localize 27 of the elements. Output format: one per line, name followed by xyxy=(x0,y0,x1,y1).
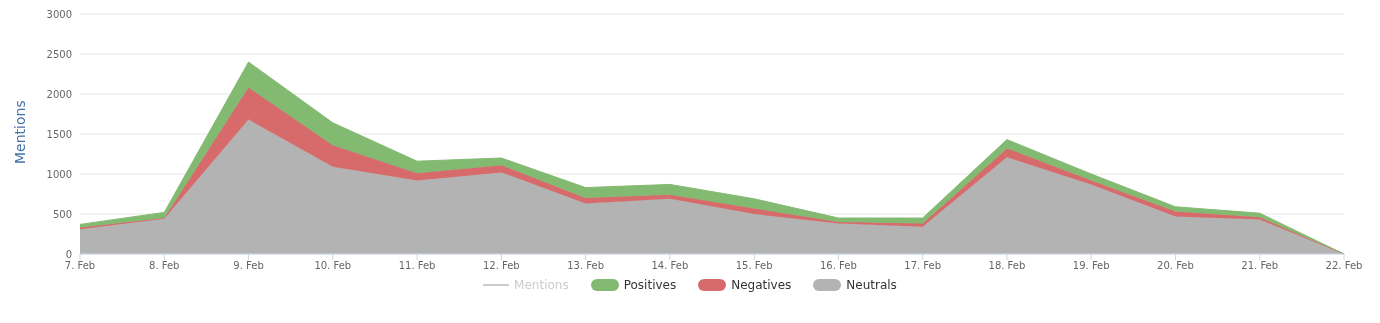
x-tick-label: 9. Feb xyxy=(233,260,264,272)
x-tick-label: 11. Feb xyxy=(398,260,436,272)
x-tick-label: 10. Feb xyxy=(314,260,352,272)
x-tick-label: 17. Feb xyxy=(904,260,942,272)
x-tick-label: 7. Feb xyxy=(64,260,96,272)
x-tick-label: 14. Feb xyxy=(651,260,689,272)
x-tick-label: 18. Feb xyxy=(988,260,1026,272)
x-tick-label: 8. Feb xyxy=(149,260,180,272)
y-tick-label: 2500 xyxy=(46,48,72,60)
y-tick-label: 1500 xyxy=(46,128,72,140)
x-tick-label: 13. Feb xyxy=(567,260,604,272)
x-tick-label: 21. Feb xyxy=(1241,260,1279,272)
x-tick-label: 22. Feb xyxy=(1325,260,1363,272)
y-tick-label: 2000 xyxy=(46,88,72,100)
x-tick-label: 19. Feb xyxy=(1072,260,1110,272)
y-tick-label: 3000 xyxy=(46,8,72,20)
legend-label: Positives xyxy=(623,278,677,292)
legend-label: Negatives xyxy=(731,278,792,292)
y-axis-title: Mentions xyxy=(11,100,28,164)
x-tick-label: 16. Feb xyxy=(820,260,857,272)
x-tick-label: 12. Feb xyxy=(482,260,520,272)
y-tick-label: 0 xyxy=(65,248,72,260)
x-tick-label: 15. Feb xyxy=(735,260,773,272)
y-tick-label: 1000 xyxy=(46,168,72,180)
y-tick-label: 500 xyxy=(52,208,72,220)
legend-label: Neutrals xyxy=(846,278,897,292)
x-tick-label: 20. Feb xyxy=(1157,260,1194,272)
